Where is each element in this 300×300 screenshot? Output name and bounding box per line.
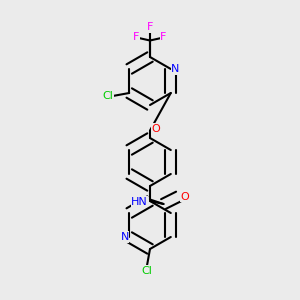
Text: F: F bbox=[160, 32, 167, 43]
Text: Cl: Cl bbox=[103, 91, 114, 101]
Text: F: F bbox=[133, 32, 140, 43]
Text: N: N bbox=[121, 232, 129, 242]
Text: O: O bbox=[152, 124, 160, 134]
Text: Cl: Cl bbox=[142, 266, 152, 276]
Text: N: N bbox=[171, 64, 179, 74]
Text: O: O bbox=[180, 191, 189, 202]
Text: HN: HN bbox=[131, 197, 148, 207]
Text: F: F bbox=[147, 22, 153, 32]
